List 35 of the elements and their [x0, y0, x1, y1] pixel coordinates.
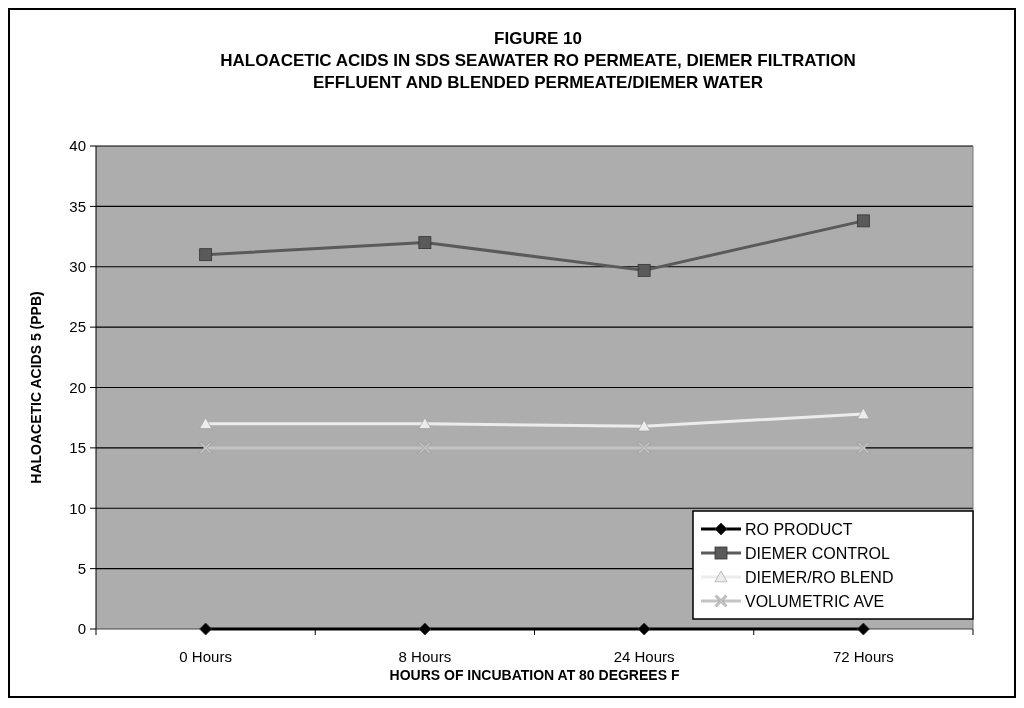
legend-label: RO PRODUCT [745, 520, 853, 538]
x-axis-title: HOURS OF INCUBATION AT 80 DEGREES F [389, 667, 680, 683]
point [637, 263, 651, 277]
y-tick-label: 30 [69, 258, 86, 275]
y-tick-label: 40 [69, 137, 86, 155]
point [199, 441, 212, 455]
point [637, 419, 651, 432]
point [637, 441, 651, 455]
x-tick-label: 72 Hours [832, 648, 894, 665]
point [418, 417, 432, 429]
point [418, 236, 432, 249]
y-tick-label: 20 [69, 378, 86, 396]
point [856, 214, 870, 228]
y-tick-label: 5 [77, 559, 86, 577]
y-tick-label: 0 [77, 620, 86, 638]
chart-title: FIGURE 10 HALOACETIC ACIDS IN SDS SEAWATER RO PERMEATE, DIEMER FILTRATION EFFLUENT AND BLENDED PERMEATE/DIEMER WATER [220, 29, 856, 92]
point [637, 622, 651, 636]
legend-label: DIEMER CONTROL [745, 544, 890, 562]
point [856, 622, 870, 636]
point [199, 622, 213, 636]
x-tick-label: 0 Hours [179, 648, 232, 665]
y-tick-label: 10 [69, 499, 86, 517]
point [418, 622, 432, 636]
y-tick-label: 25 [69, 318, 86, 336]
point [418, 441, 432, 455]
y-axis-title: HALOACETIC ACIDS 5 (PPB) [28, 291, 44, 484]
legend-label: DIEMER/RO BLEND [745, 568, 894, 586]
x-tick-label: 24 Hours [613, 648, 675, 665]
y-tick-label: 35 [69, 197, 86, 215]
point [199, 248, 213, 262]
point [199, 417, 212, 429]
legend-label: VOLUMETRIC AVE [745, 592, 885, 610]
y-tick-label: 15 [69, 439, 86, 457]
x-tick-label: 8 Hours [398, 648, 452, 665]
point [857, 441, 870, 455]
